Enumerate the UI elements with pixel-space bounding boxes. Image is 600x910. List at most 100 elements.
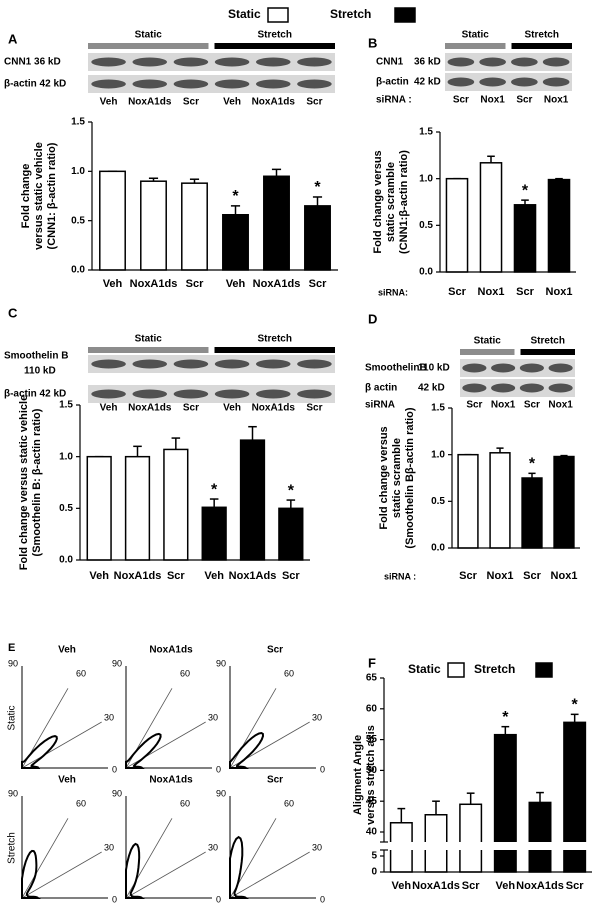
group-label: Static (135, 30, 163, 41)
lane-label: Nox1 (544, 95, 569, 106)
bar (489, 452, 511, 549)
lane-title: siRNA : (376, 95, 412, 106)
y-axis-label: static scramble (385, 162, 397, 242)
x-tick-label: Veh (496, 880, 516, 892)
angle-label: 90 (216, 788, 226, 798)
blot-band (255, 359, 291, 369)
x-tick-label: Veh (392, 880, 412, 892)
row-label: β actin (365, 383, 397, 394)
row-label: CNN1 (376, 57, 404, 68)
x-tick-label: Scr (459, 570, 477, 582)
row-label: 110 kD (24, 366, 56, 377)
bar (304, 205, 331, 271)
angle-label: 30 (208, 842, 218, 852)
bar (513, 204, 537, 273)
x-tick-label: Scr (462, 880, 480, 892)
rose-ray (125, 851, 206, 899)
bar (201, 506, 227, 561)
lane-label: Nox1 (480, 95, 505, 106)
bar (263, 175, 290, 271)
blot-band (297, 359, 332, 369)
x-tick-label: Nox1 (487, 570, 514, 582)
y-tick-label: 1.0 (419, 173, 433, 184)
legend-label: Stretch (330, 7, 371, 21)
rose-shape (229, 731, 265, 769)
blot-band (491, 383, 516, 393)
axis-break (376, 842, 596, 850)
angle-label: 30 (312, 842, 322, 852)
y-tick-label: 0.5 (59, 503, 73, 514)
lane-label: NoxA1ds (128, 403, 172, 414)
lane-label: Scr (306, 403, 322, 414)
rose-shape (125, 842, 145, 899)
x-tick-label: Veh (226, 278, 246, 290)
y-tick-label: 0.0 (431, 543, 445, 554)
panel-letter: C (8, 305, 18, 320)
y-axis-label: versus stretch axis (365, 725, 377, 825)
angle-label: 0 (216, 764, 221, 774)
y-tick-label: 50 (366, 765, 378, 776)
bar (528, 801, 552, 873)
bar (521, 477, 543, 549)
blot-band (511, 57, 538, 67)
x-tick-label: Nox1Ads (229, 570, 277, 582)
y-axis-label: (CNN1: β-actin ratio) (46, 142, 58, 249)
significance-mark: * (572, 697, 579, 714)
x-tick-label: NoxA1ds (412, 880, 460, 892)
blot-band (173, 359, 209, 369)
lane-label: Veh (223, 97, 241, 108)
x-tick-label: NoxA1ds (114, 570, 162, 582)
bar (479, 162, 503, 273)
angle-label: 90 (216, 658, 226, 668)
angle-label: 60 (284, 668, 294, 678)
legend-swatch (535, 662, 553, 678)
blot-band (542, 77, 570, 87)
legend-swatch (447, 662, 465, 678)
blot-band (91, 389, 126, 399)
x-tick-label: Nox1 (551, 570, 578, 582)
angle-label: 30 (312, 712, 322, 722)
bar (553, 455, 575, 549)
y-axis-label: (Smoothelin Bβ-actin ratio) (404, 407, 416, 548)
y-tick-label: 1.0 (431, 449, 445, 460)
legend-label: Static (228, 7, 261, 21)
panel-letter: D (368, 311, 377, 326)
blot-band (255, 389, 291, 399)
x-tick-label: Scr (523, 570, 541, 582)
blot-band (91, 359, 126, 369)
x-tick-label: NoxA1ds (130, 278, 178, 290)
y-tick-label: 55 (366, 734, 378, 745)
significance-mark: * (502, 709, 509, 726)
group-bar (214, 347, 335, 353)
legend-label: Static (408, 662, 441, 676)
bar (493, 733, 517, 873)
angle-label: 90 (112, 658, 122, 668)
rose-shape (21, 735, 58, 769)
angle-label: 0 (320, 764, 325, 774)
y-axis-label: Aligment Angle (352, 735, 364, 815)
y-tick-label: 0.5 (71, 215, 85, 226)
y-axis-label: static scramble (391, 438, 403, 518)
rose-ray (21, 851, 102, 899)
plot-title: NoxA1ds (149, 645, 193, 656)
blot-band (173, 79, 209, 89)
blot-band (214, 79, 250, 89)
lane-label: Nox1 (491, 400, 516, 411)
lane-label: Scr (306, 97, 322, 108)
y-tick-label: 0.0 (59, 555, 73, 566)
group-label: Static (462, 30, 490, 41)
blot-band (447, 77, 475, 87)
significance-mark: * (522, 182, 529, 199)
significance-mark: * (211, 481, 218, 498)
rose-ray (229, 851, 310, 899)
row-label: 36 kD (414, 57, 441, 68)
group-label: Stretch (531, 336, 565, 347)
blot-band (548, 383, 573, 393)
row-label: 110 kD (418, 363, 450, 374)
blot-band (511, 77, 538, 87)
row-label: Smoothelin B (4, 351, 68, 362)
blot-band (297, 79, 332, 89)
blot-band (462, 363, 487, 373)
group-label: Stretch (258, 334, 292, 345)
